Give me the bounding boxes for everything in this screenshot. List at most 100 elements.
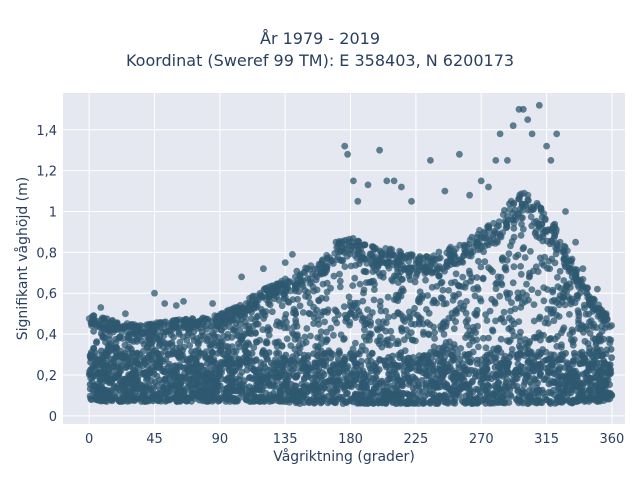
scatter-point: [426, 264, 433, 271]
scatter-point: [152, 390, 160, 398]
scatter-point: [281, 324, 288, 332]
scatter-point: [425, 331, 433, 339]
scatter-point: [264, 327, 271, 334]
scatter-point: [239, 332, 246, 340]
scatter-point: [546, 399, 554, 406]
scatter-point: [536, 254, 544, 262]
scatter-point: [550, 296, 558, 304]
scatter-point: [459, 273, 467, 281]
scatter-point: [386, 367, 393, 374]
scatter-point: [438, 278, 446, 286]
scatter-point: [439, 348, 447, 356]
scatter-point: [584, 340, 592, 348]
scatter-point: [303, 265, 311, 273]
scatter-point: [282, 311, 290, 318]
scatter-point: [316, 262, 324, 269]
scatter-point: [561, 386, 569, 394]
scatter-point: [303, 325, 311, 332]
scatter-point: [112, 388, 120, 396]
scatter-point: [566, 296, 574, 304]
scatter-point: [394, 340, 402, 347]
scatter-point: [582, 396, 589, 403]
scatter-point: [204, 335, 211, 343]
scatter-point: [514, 251, 522, 259]
scatter-point: [551, 224, 559, 231]
scatter-point: [391, 252, 398, 260]
scatter-point: [173, 318, 181, 325]
scatter-point: [433, 350, 441, 357]
x-tick-label: 225: [403, 432, 428, 447]
scatter-point: [366, 352, 373, 360]
scatter-point: [416, 254, 423, 262]
scatter-point: [149, 338, 156, 346]
scatter-point: [294, 397, 302, 405]
scatter-point: [478, 234, 485, 242]
y-tick-label: 1,4: [36, 124, 57, 139]
scatter-point: [208, 397, 216, 405]
scatter-point: [278, 342, 286, 349]
scatter-point: [444, 398, 451, 406]
scatter-point: [132, 395, 140, 403]
scatter-point: [109, 368, 116, 375]
scatter-point: [481, 229, 489, 237]
scatter-point: [412, 395, 420, 403]
scatter-point: [560, 254, 568, 262]
scatter-point: [321, 318, 328, 326]
scatter-point: [597, 346, 605, 354]
scatter-point: [248, 388, 256, 395]
scatter-point: [352, 314, 359, 321]
scatter-point: [246, 374, 254, 381]
scatter-point: [474, 285, 482, 293]
x-tick-label: 90: [212, 432, 229, 447]
scatter-point: [477, 177, 485, 185]
scatter-point: [196, 349, 204, 357]
scatter-point: [87, 374, 95, 382]
scatter-point: [322, 264, 329, 271]
scatter-point: [273, 349, 280, 357]
scatter-point: [106, 391, 113, 399]
scatter-point: [382, 319, 390, 327]
scatter-point: [405, 313, 413, 321]
scatter-point: [290, 372, 297, 379]
scatter-point: [540, 297, 548, 305]
scatter-point: [216, 369, 223, 377]
scatter-point: [555, 301, 563, 309]
scatter-point: [462, 334, 469, 341]
scatter-point: [203, 387, 211, 395]
scatter-point: [159, 383, 167, 391]
scatter-point: [517, 263, 524, 270]
scatter-point: [456, 258, 463, 266]
scatter-point: [419, 397, 427, 404]
scatter-point: [550, 317, 558, 325]
scatter-point: [358, 392, 366, 400]
scatter-point: [549, 239, 557, 247]
scatter-point: [404, 359, 411, 367]
scatter-point: [457, 384, 465, 391]
scatter-point: [482, 242, 489, 250]
y-tick-label: 1: [49, 206, 57, 221]
scatter-point: [113, 319, 121, 326]
scatter-point: [398, 379, 406, 387]
scatter-point: [443, 319, 450, 327]
scatter-point: [540, 376, 548, 383]
scatter-point: [376, 146, 383, 154]
scatter-point: [528, 130, 536, 138]
scatter-point: [301, 374, 308, 382]
scatter-point: [292, 284, 299, 292]
scatter-point: [191, 320, 199, 328]
scatter-point: [507, 242, 514, 250]
scatter-point: [128, 390, 136, 398]
scatter-point: [282, 289, 289, 297]
scatter-point: [530, 317, 538, 325]
scatter-point: [449, 351, 456, 359]
scatter-point: [582, 369, 589, 377]
scatter-point: [186, 342, 194, 349]
scatter-point: [210, 385, 218, 392]
scatter-point: [523, 292, 530, 299]
scatter-point: [203, 369, 211, 377]
scatter-point: [424, 292, 431, 299]
scatter-point: [603, 369, 610, 376]
scatter-point: [281, 259, 289, 266]
scatter-point: [562, 375, 570, 383]
scatter-point: [474, 372, 482, 380]
